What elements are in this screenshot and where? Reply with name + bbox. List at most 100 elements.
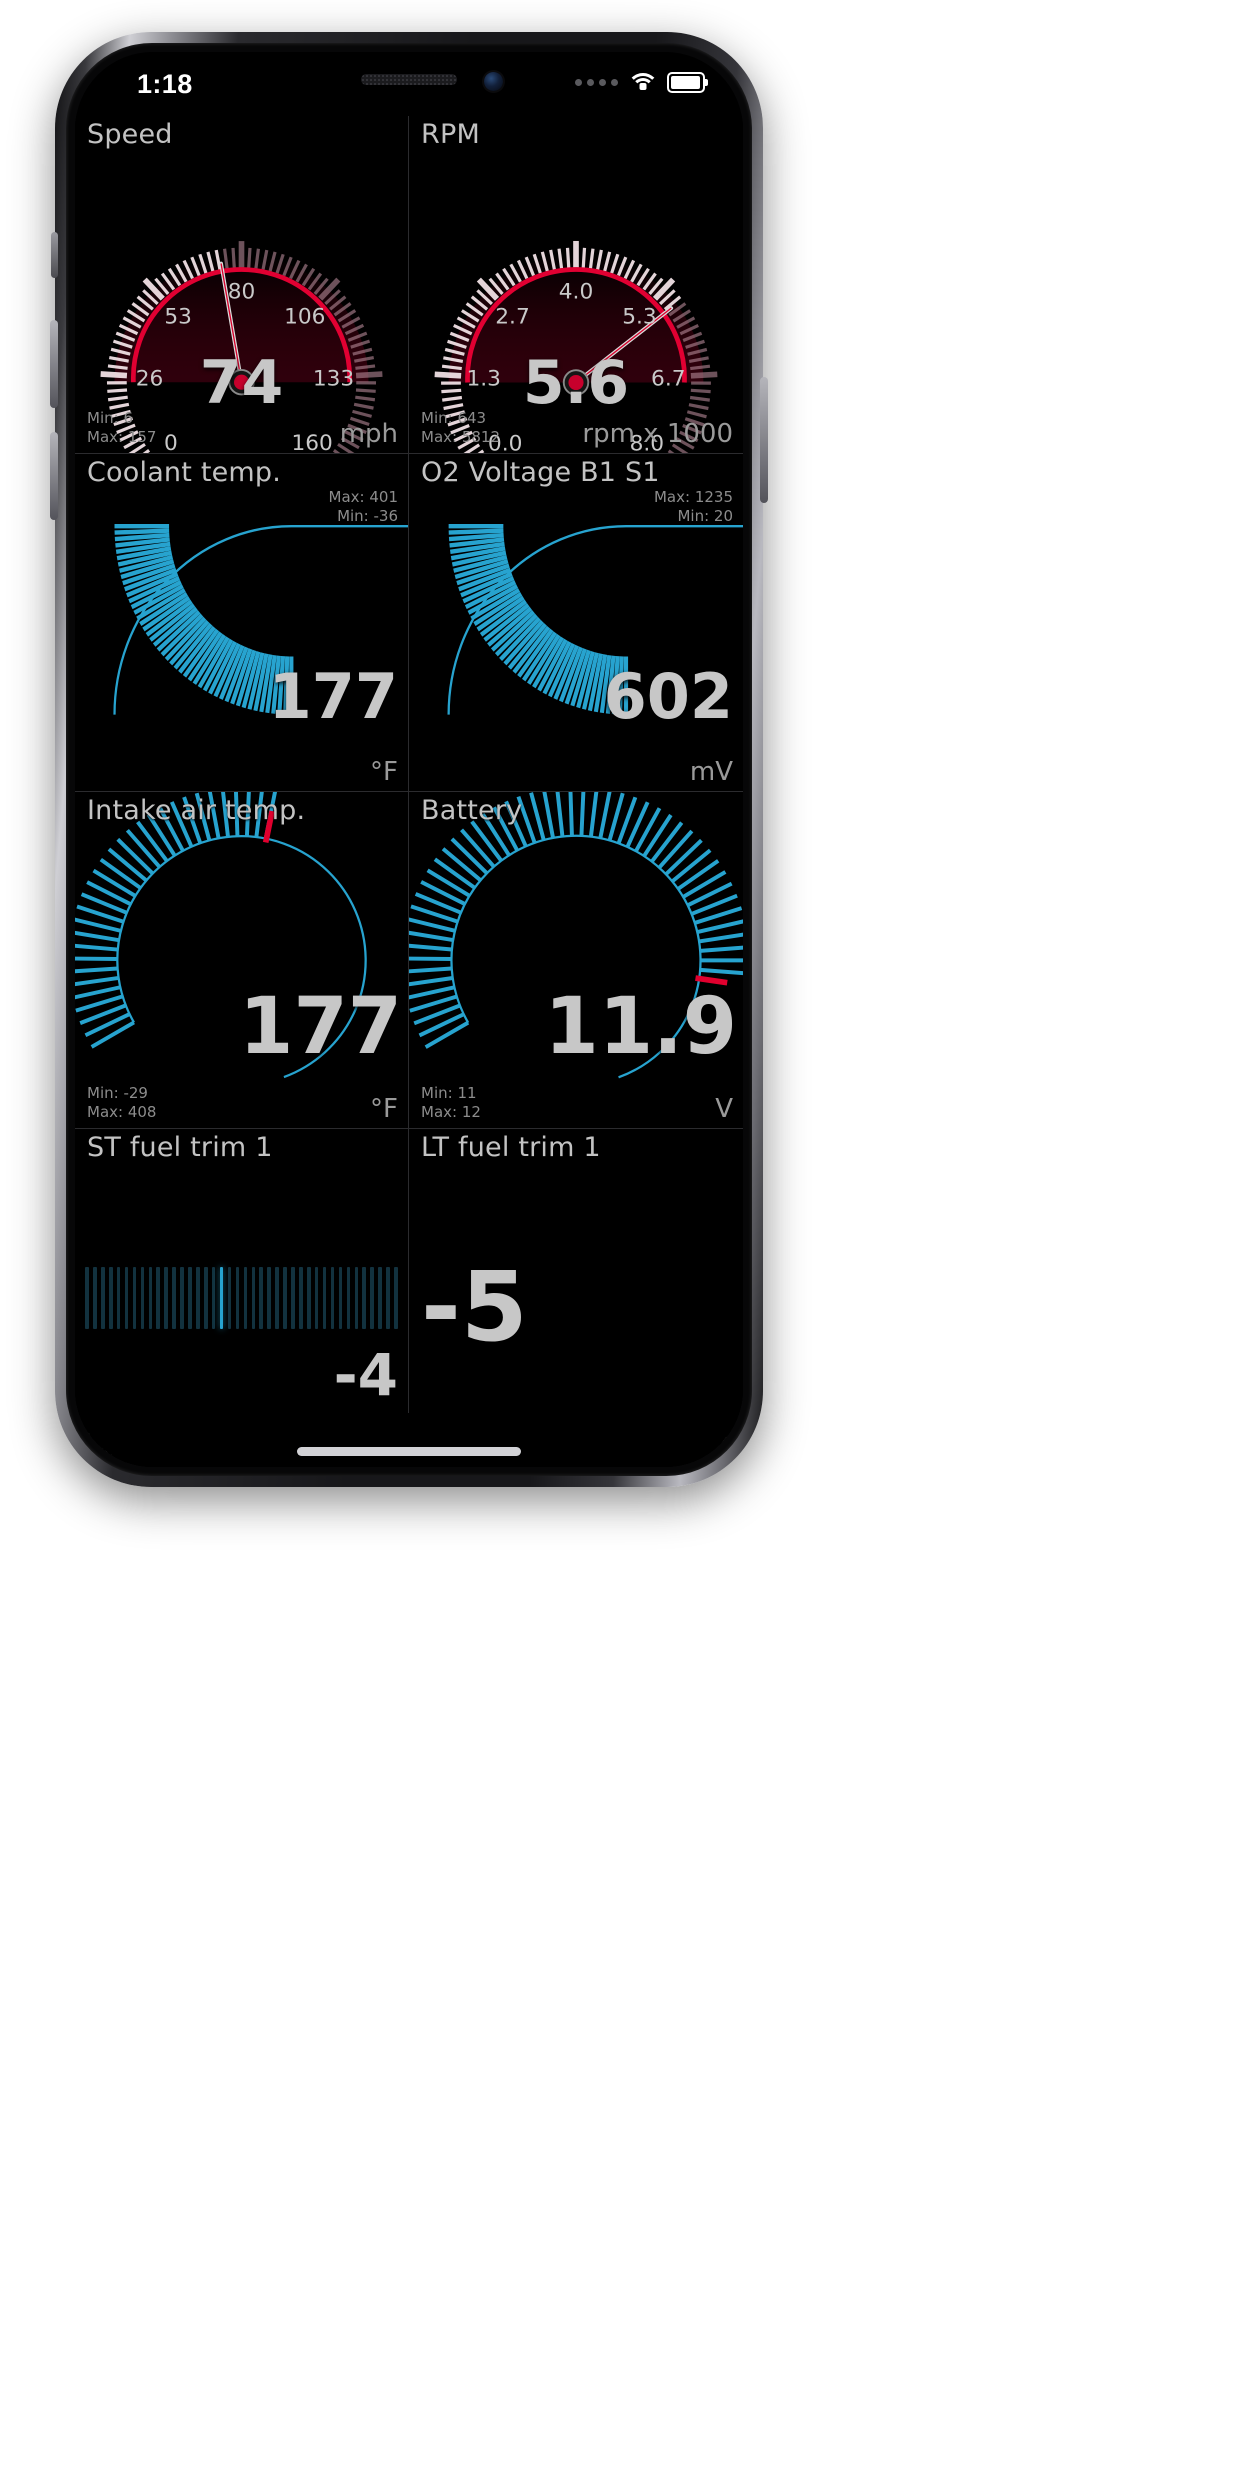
svg-text:133: 133 — [313, 366, 354, 391]
fuel-trim-bar — [259, 1267, 264, 1330]
panel-coolant-temp[interactable]: Coolant temp. Max: 401 Min: -36 177 °F — [75, 453, 409, 792]
fuel-trim-bar — [394, 1267, 398, 1330]
panel-value: 5.6 — [522, 348, 630, 418]
svg-text:5.3: 5.3 — [622, 305, 657, 330]
home-indicator-area — [75, 1413, 743, 1467]
phone-screen: 1:18 Speed — [75, 52, 743, 1467]
panel-st-fuel-trim-1[interactable]: ST fuel trim 1 -4 Min: -93 Max: 95 % — [75, 1129, 409, 1467]
panel-min-max: Max: 1235 Min: 20 — [654, 488, 733, 526]
fuel-trim-bar — [243, 1267, 248, 1330]
panel-value: 177 — [268, 659, 398, 733]
panel-rpm[interactable]: RPM 0.0 1.3 2.7 4.0 5.3 6.7 8.0 — [409, 116, 743, 454]
svg-text:8.0: 8.0 — [630, 431, 665, 452]
fuel-trim-bar — [204, 1267, 208, 1330]
fuel-trim-bar — [196, 1267, 200, 1330]
svg-text:2.7: 2.7 — [495, 305, 530, 330]
power-button[interactable] — [760, 377, 768, 503]
svg-text:0.0: 0.0 — [488, 431, 523, 452]
fuel-trim-bar — [93, 1267, 97, 1330]
fuel-trim-bar — [291, 1267, 295, 1330]
signal-dots-icon — [575, 79, 618, 86]
home-indicator[interactable] — [297, 1447, 521, 1456]
panel-title: O2 Voltage B1 S1 — [421, 456, 660, 488]
display-notch — [261, 52, 557, 116]
panel-speed[interactable]: Speed — [75, 116, 409, 454]
svg-text:0: 0 — [164, 431, 178, 453]
speed-dial-gauge: 0 26 53 80 106 133 160 — [100, 241, 383, 453]
panel-min: Min: 11 — [421, 1084, 477, 1103]
panel-title: Intake air temp. — [87, 794, 306, 826]
earpiece-speaker-icon — [361, 74, 457, 85]
panel-lt-fuel-trim-1[interactable]: LT fuel trim 1 -5 Min: -92 Max: 96 % — [409, 1129, 743, 1467]
fuel-trim-bar — [156, 1267, 161, 1330]
panel-value: 602 — [603, 659, 733, 733]
fuel-trim-bar — [267, 1267, 271, 1330]
status-bar-indicators — [575, 72, 708, 93]
panel-max: Max: 157 — [87, 427, 157, 446]
panel-unit: mph — [339, 418, 398, 449]
fuel-trim-bar — [124, 1267, 129, 1330]
panel-value: 74 — [199, 348, 284, 418]
panel-intake-air-temp[interactable]: Intake air temp. 177 Min: -29 Max: 408 °… — [75, 791, 409, 1130]
status-bar: 1:18 — [75, 52, 743, 116]
fuel-trim-bar — [172, 1267, 176, 1330]
panel-value: -5 — [421, 1251, 528, 1364]
svg-text:53: 53 — [164, 305, 192, 330]
volume-up-button[interactable] — [50, 320, 58, 408]
svg-text:6.7: 6.7 — [651, 367, 686, 392]
phone-device-frame: 1:18 Speed — [50, 32, 768, 1487]
panel-unit: rpm x 1000 — [582, 418, 733, 449]
phone-inner-frame: 1:18 Speed — [66, 43, 752, 1476]
fuel-trim-bar — [338, 1267, 343, 1330]
panel-title: Battery — [421, 794, 523, 826]
fuel-trim-bar — [346, 1267, 351, 1330]
fuel-trim-bar — [362, 1267, 366, 1330]
panel-min-max: Min: 643 Max: 5812 — [421, 409, 500, 447]
fuel-trim-bar — [101, 1267, 105, 1330]
fuel-trim-bar — [140, 1267, 145, 1330]
rpm-dial-gauge: 0.0 1.3 2.7 4.0 5.3 6.7 8.0 — [434, 240, 718, 453]
battery-icon — [667, 72, 708, 93]
panel-title: Coolant temp. — [87, 456, 282, 488]
fuel-trim-bar — [283, 1267, 287, 1330]
svg-text:106: 106 — [284, 305, 325, 330]
fuel-trim-bar — [275, 1267, 279, 1330]
fuel-trim-bar — [370, 1267, 374, 1330]
fuel-trim-bar — [251, 1267, 256, 1330]
panel-title: RPM — [421, 119, 480, 150]
fuel-trim-bar — [132, 1267, 137, 1330]
silent-switch[interactable] — [51, 232, 58, 278]
fuel-trim-bar — [188, 1267, 192, 1330]
wifi-icon — [626, 72, 659, 93]
panel-value: -4 — [333, 1341, 398, 1409]
fuel-trim-bar — [378, 1267, 382, 1330]
panel-value: 11.9 — [544, 982, 737, 1073]
fuel-trim-bar — [219, 1267, 224, 1330]
svg-text:4.0: 4.0 — [559, 280, 594, 305]
panel-o2-voltage-b1-s1[interactable]: O2 Voltage B1 S1 Max: 1235 Min: 20 602 m… — [409, 453, 743, 792]
o2-voltage-arc-gauge — [447, 523, 743, 715]
fuel-trim-bar — [108, 1267, 113, 1330]
fuel-trim-bar — [211, 1267, 216, 1330]
front-camera-icon — [484, 72, 503, 91]
panel-min: Min: 643 — [421, 408, 487, 427]
fuel-trim-bar — [330, 1267, 335, 1330]
panel-max: Max: 1235 — [653, 487, 733, 506]
phone-bezel: 1:18 Speed — [75, 52, 743, 1467]
panel-title: ST fuel trim 1 — [87, 1132, 273, 1164]
svg-text:160: 160 — [292, 431, 333, 453]
fuel-trim-bar — [299, 1267, 303, 1330]
coolant-temp-arc-gauge — [113, 523, 408, 715]
st-fuel-trim-bar-graph — [83, 1267, 400, 1330]
fuel-trim-bar — [235, 1267, 240, 1330]
volume-down-button[interactable] — [50, 432, 58, 520]
panel-min: Min: 6 — [87, 408, 133, 427]
fuel-trim-bar — [386, 1267, 390, 1330]
panel-min-max: Max: 401 Min: -36 — [329, 488, 398, 526]
panel-max: Max: 5812 — [421, 427, 501, 446]
panel-min: Min: -36 — [337, 506, 398, 525]
gauge-dashboard-grid: Speed — [75, 116, 743, 1467]
status-bar-clock: 1:18 — [137, 69, 193, 99]
panel-battery[interactable]: Battery 11.9 Min: 11 Max: 12 V — [409, 791, 743, 1130]
